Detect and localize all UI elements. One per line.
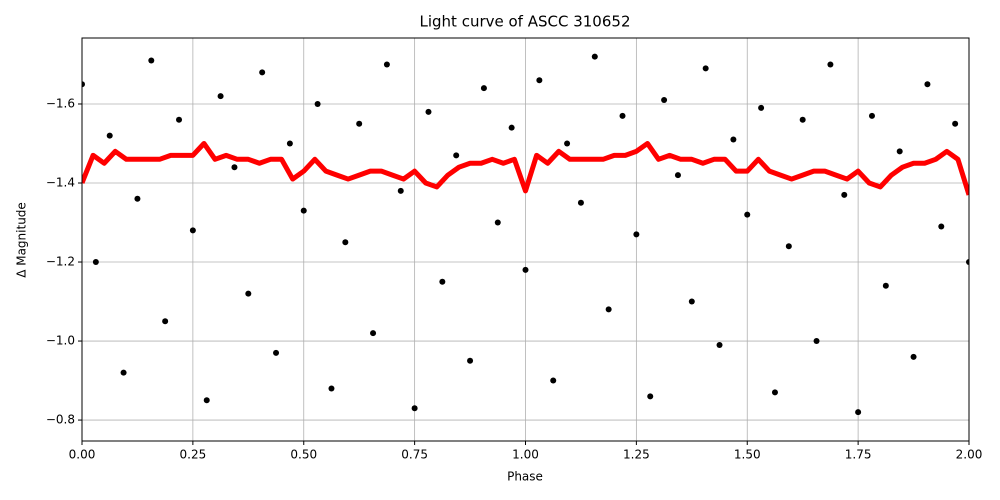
point xyxy=(82,81,85,88)
point xyxy=(730,136,737,143)
point xyxy=(633,231,640,238)
point xyxy=(439,278,446,285)
point xyxy=(480,85,487,92)
point xyxy=(716,341,723,348)
point xyxy=(966,259,969,266)
point xyxy=(855,409,862,416)
x-tick-label: 1.00 xyxy=(512,448,539,462)
point xyxy=(619,112,626,119)
point xyxy=(522,266,529,273)
x-tick-label: 1.75 xyxy=(845,448,872,462)
point xyxy=(799,116,806,123)
plot-frame xyxy=(81,37,970,442)
point xyxy=(259,69,266,76)
x-tick-label: 2.00 xyxy=(956,448,983,462)
point xyxy=(661,97,668,104)
point xyxy=(411,405,418,412)
point xyxy=(383,61,390,68)
point xyxy=(508,124,515,131)
point xyxy=(425,108,432,115)
binned-line xyxy=(82,140,969,196)
x-tick-label: 0.75 xyxy=(401,448,428,462)
y-tick-label: −0.8 xyxy=(46,413,75,427)
point xyxy=(591,53,598,60)
x-tick-label: 1.25 xyxy=(623,448,650,462)
point xyxy=(162,318,169,325)
point xyxy=(189,227,196,234)
point xyxy=(148,57,155,64)
point xyxy=(328,385,335,392)
x-tick-label: 0.50 xyxy=(290,448,317,462)
point xyxy=(910,353,917,360)
point xyxy=(827,61,834,68)
point xyxy=(370,330,377,337)
point xyxy=(217,93,224,100)
point xyxy=(577,199,584,206)
point xyxy=(952,120,959,127)
point xyxy=(924,81,931,88)
point xyxy=(397,187,404,194)
point xyxy=(453,152,460,159)
point xyxy=(314,100,321,107)
point xyxy=(674,172,681,179)
plot-area xyxy=(82,53,969,416)
point xyxy=(702,65,709,72)
point xyxy=(813,338,820,345)
point xyxy=(120,369,127,376)
point xyxy=(688,298,695,305)
x-axis-label: Phase xyxy=(507,470,543,484)
point xyxy=(896,148,903,155)
y-tick-label: −1.6 xyxy=(46,96,75,110)
point xyxy=(231,164,238,171)
point xyxy=(744,211,751,218)
point xyxy=(356,120,363,127)
chart-title: Light curve of ASCC 310652 xyxy=(420,13,631,31)
x-tick-label: 0.00 xyxy=(69,448,96,462)
y-tick-label: −1.2 xyxy=(46,255,75,269)
point xyxy=(868,112,875,119)
point xyxy=(245,290,252,297)
y-tick-label: −1.4 xyxy=(46,176,75,190)
y-tick-label: −1.0 xyxy=(46,334,75,348)
point xyxy=(605,306,612,313)
point xyxy=(467,357,474,364)
point xyxy=(106,132,113,139)
point xyxy=(550,377,557,384)
x-tick-label: 1.50 xyxy=(734,448,761,462)
y-axis-label: Δ Magnitude xyxy=(15,202,29,278)
point xyxy=(938,223,945,230)
point xyxy=(771,389,778,396)
point xyxy=(176,116,183,123)
point xyxy=(536,77,543,84)
point xyxy=(286,140,293,147)
x-tick-label: 0.25 xyxy=(180,448,207,462)
point xyxy=(342,239,349,246)
point xyxy=(203,397,210,404)
point xyxy=(300,207,307,214)
point xyxy=(134,195,141,202)
point xyxy=(841,191,848,198)
point xyxy=(647,393,654,400)
point xyxy=(273,349,280,356)
point xyxy=(564,140,571,147)
point xyxy=(785,243,792,250)
point xyxy=(758,104,765,111)
point xyxy=(494,219,501,226)
point xyxy=(882,282,889,289)
point xyxy=(92,259,99,266)
